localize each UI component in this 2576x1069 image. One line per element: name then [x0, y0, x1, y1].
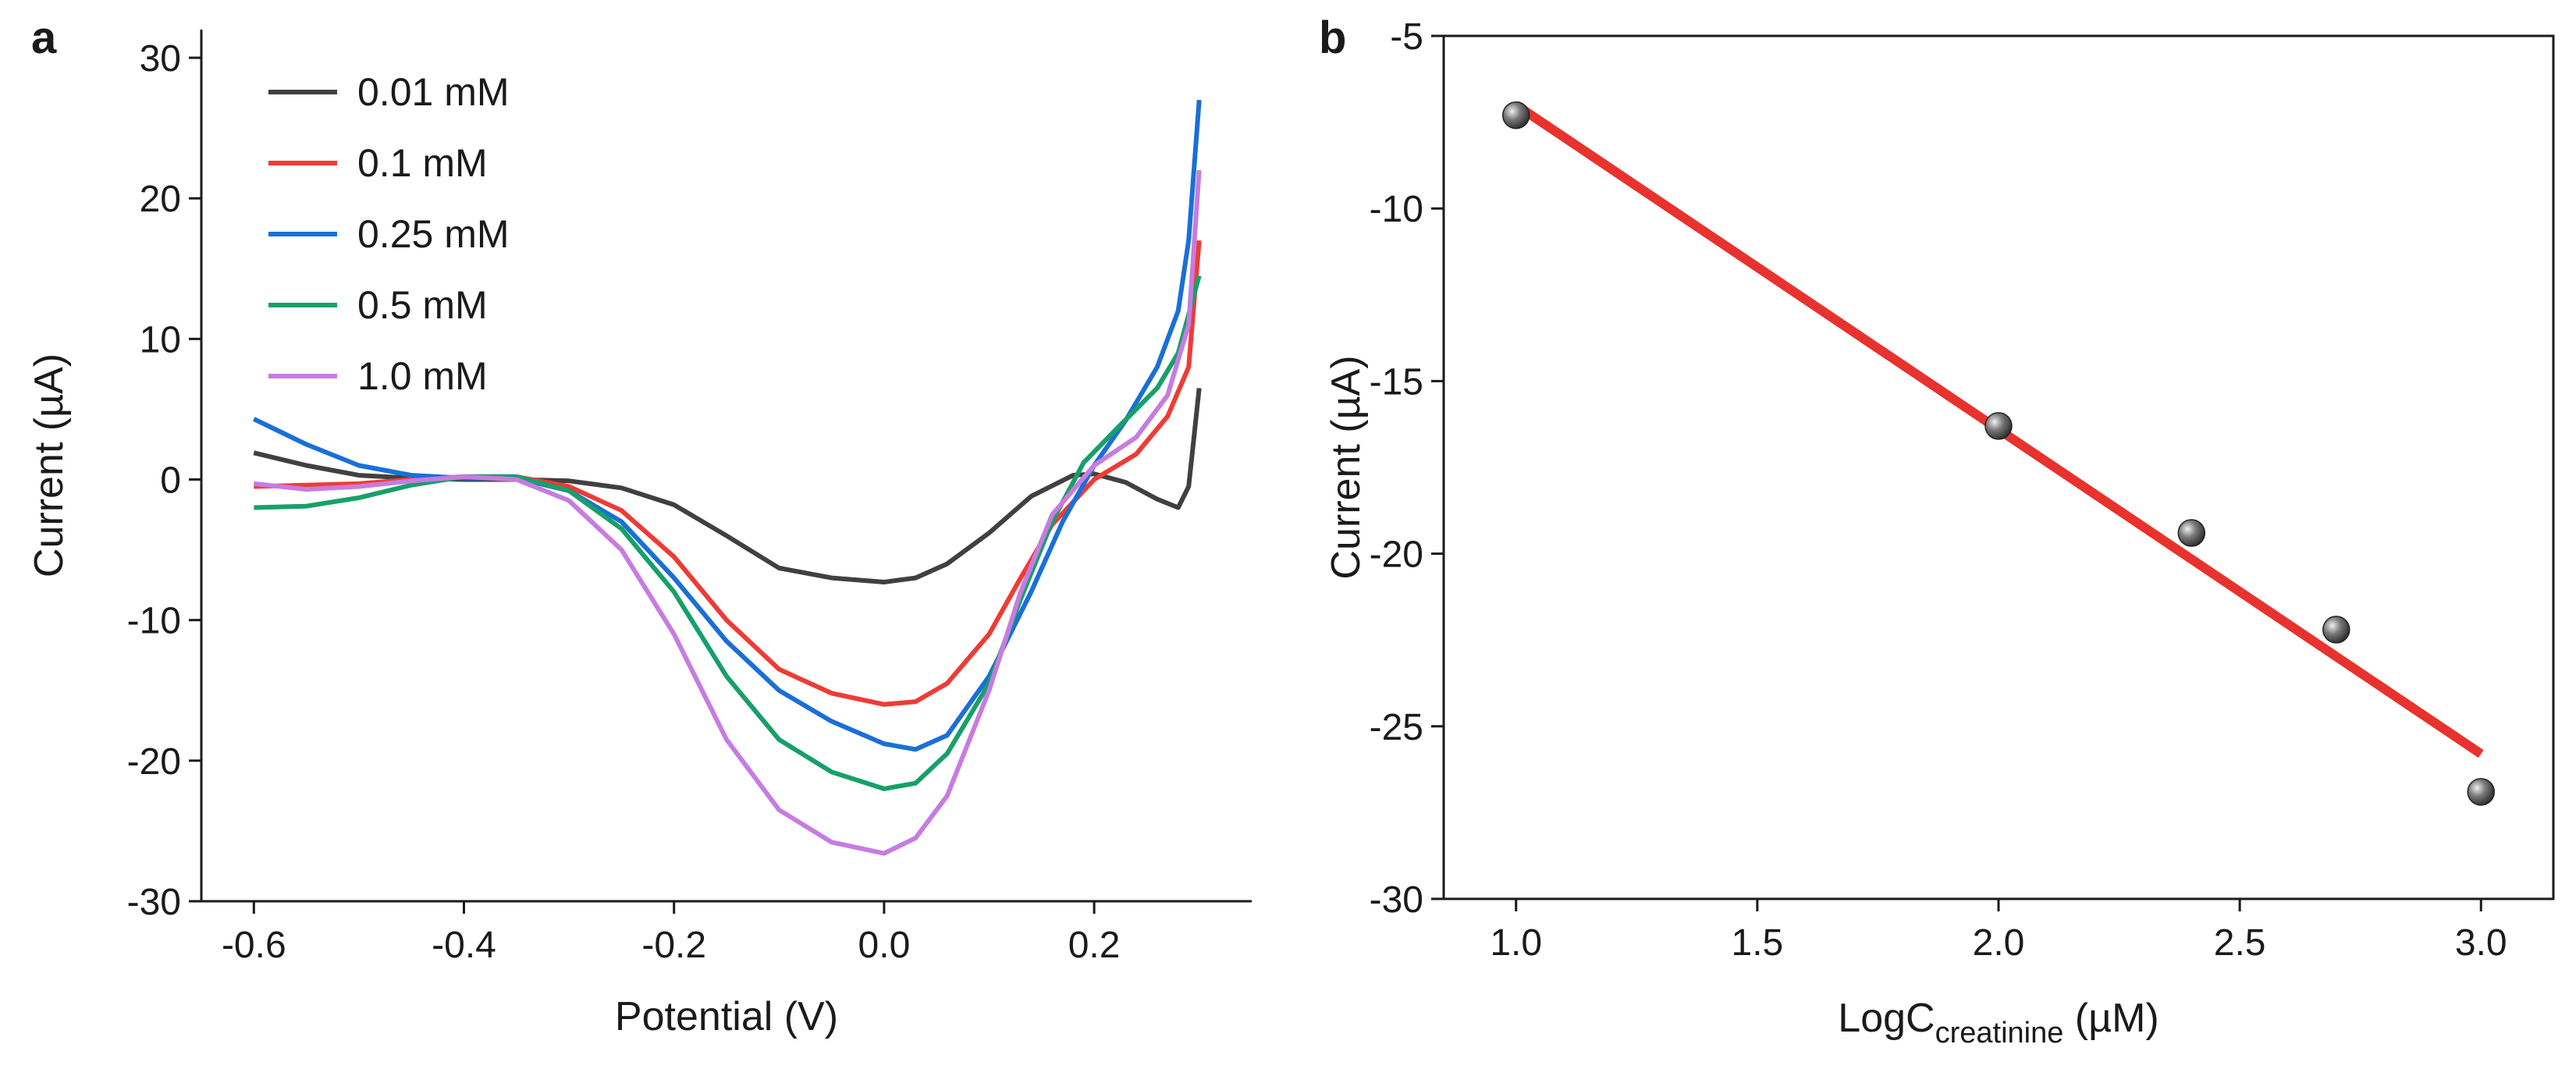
panel-a-x-tick-label: -0.2 [641, 925, 706, 966]
panel-b-x-axis-title-main: LogC [1838, 996, 1935, 1041]
panel-b-data-point [2322, 616, 2350, 644]
panel-b-y-tick-label: -15 [1370, 361, 1423, 403]
panel-b-x-axis-title: LogCcreatinine (µM) [1838, 996, 2159, 1049]
panel-b-y-tick-label: -5 [1390, 16, 1423, 58]
panel-b-y-tick-label: -30 [1370, 879, 1423, 921]
panel-a-y-axis-title: Current (µA) [27, 353, 72, 577]
panel-a-y-tick-label: -30 [127, 882, 181, 923]
panel-a-x-tick-label: -0.4 [432, 925, 496, 966]
panel-a-series-line [253, 388, 1202, 584]
panel-b-points-group [1501, 101, 2496, 806]
panel-a-letter: a [31, 12, 57, 63]
panel-b-letter: b [1319, 12, 1346, 63]
panel-a-y-tick-label: 10 [140, 319, 181, 360]
panel-b-x-tick-label: 1.5 [1732, 922, 1784, 964]
panel-b-x-tick-label: 2.5 [2214, 922, 2266, 964]
panel-a-series-line [253, 169, 1202, 856]
panel-a-x-axis-title: Potential (V) [615, 994, 838, 1039]
panel-a-legend-label: 0.25 mM [357, 212, 510, 256]
panel-b-x-tick-label: 2.0 [1973, 922, 2025, 964]
panel-a-x-tick-label: -0.6 [222, 925, 286, 966]
panel-b-data-point [2177, 519, 2206, 547]
panel-a-series-group [252, 99, 1202, 856]
panel-a-x-tick-label: 0.2 [1068, 925, 1121, 966]
panel-b-calibration-plot: b -30 -25 -20 -15 -10 -5 1.0 1.5 2.0 2.5 3.0 LogCc… [1319, 12, 2555, 1049]
panel-b-x-tick-label: 3.0 [2455, 922, 2507, 964]
panel-b-y-tick-label: -25 [1370, 707, 1423, 748]
panel-a-y-tick-label: 20 [140, 179, 181, 220]
panel-b-y-tick-label: -10 [1370, 189, 1423, 230]
panel-a-legend: 0.01 mM 0.1 mM 0.25 mM 0.5 mM 1.0 mM [268, 70, 510, 398]
panel-b-x-axis-title-subscript: creatinine [1935, 1017, 2064, 1049]
panel-a-y-tick-label: -20 [127, 741, 181, 783]
panel-b-y-axis-title: Current (µA) [1324, 355, 1369, 579]
panel-b-data-point [2467, 778, 2496, 806]
panel-b-axes: -30 -25 -20 -15 -10 -5 1.0 1.5 2.0 2.5 3.0 [1370, 16, 2555, 964]
panel-b-data-point [1984, 412, 2013, 440]
panel-b-y-tick-label: -20 [1370, 534, 1423, 576]
panel-a-series-line [252, 99, 1202, 752]
panel-a-y-tick-label: -10 [127, 601, 181, 642]
panel-a-legend-label: 1.0 mM [357, 354, 488, 398]
panel-a-legend-label: 0.01 mM [357, 70, 510, 114]
panel-a-x-tick-label: 0.0 [858, 925, 911, 966]
panel-a-legend-label: 0.1 mM [357, 141, 488, 185]
panel-a-y-tick-label: 0 [160, 460, 181, 502]
panel-b-x-tick-label: 1.0 [1490, 922, 1542, 964]
panel-a-legend-label: 0.5 mM [357, 283, 488, 327]
panel-a-axes: -30 -20 -10 0 10 20 30 -0.6 -0.4 -0.2 0.0 0.2 [127, 30, 1252, 966]
panel-a-cv-plot: a -30 -20 -10 0 10 20 30 -0.6 -0.4 -0.2 0.0 0.2 0.0… [27, 12, 1252, 1039]
panel-b-data-point [1501, 101, 1530, 130]
panel-a-y-tick-label: 30 [140, 38, 181, 80]
panel-b-x-axis-title-unit: (µM) [2063, 996, 2159, 1041]
